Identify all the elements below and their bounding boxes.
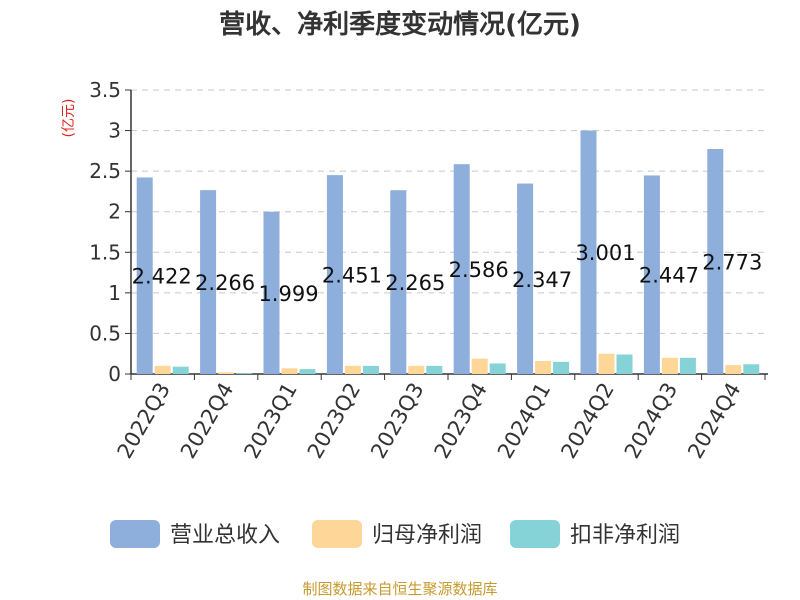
- bar-1: [453, 164, 470, 374]
- bar-1: [326, 175, 343, 374]
- data-label: 3.001: [575, 241, 635, 265]
- bar-3: [426, 365, 443, 374]
- bar-1: [200, 190, 217, 374]
- data-label: 2.347: [512, 268, 572, 292]
- bar-2: [725, 365, 742, 374]
- bar-2: [535, 361, 552, 374]
- bar-2: [471, 358, 488, 374]
- y-tick-label: 1.5: [89, 240, 121, 264]
- data-label: 2.773: [702, 250, 762, 274]
- bar-3: [172, 366, 189, 374]
- chart-title: 营收、净利季度变动情况(亿元): [219, 10, 581, 40]
- bar-1: [390, 190, 407, 374]
- y-tick-label: 1: [108, 281, 121, 305]
- bar-2: [218, 372, 235, 374]
- legend-label: 归母净利润: [372, 523, 482, 548]
- x-tick-label: 2024Q2: [556, 379, 618, 463]
- bar-1: [643, 175, 660, 374]
- data-label: 2.451: [322, 264, 382, 288]
- bar-1: [263, 211, 280, 374]
- legend-label: 营业总收入: [170, 523, 280, 548]
- bar-2: [344, 365, 361, 374]
- bar-1: [580, 130, 597, 374]
- data-label: 2.266: [195, 271, 255, 295]
- bar-2: [281, 368, 298, 374]
- bar-3: [616, 354, 633, 374]
- bar-2: [661, 357, 678, 374]
- x-tick-label: 2023Q3: [366, 379, 428, 463]
- y-tick-label: 2: [108, 200, 121, 224]
- x-tick-label: 2022Q3: [113, 379, 175, 463]
- data-label: 2.447: [639, 264, 699, 288]
- y-axis-label: (亿元): [61, 99, 77, 138]
- bar-3: [362, 365, 379, 374]
- bar-3: [553, 361, 570, 374]
- x-tick-label: 2023Q2: [303, 379, 365, 463]
- y-tick-label: 0.5: [89, 321, 121, 345]
- bar-2: [408, 365, 425, 374]
- x-tick-label: 2023Q4: [430, 379, 492, 463]
- x-tick-label: 2022Q4: [176, 379, 238, 463]
- bar-1: [517, 183, 534, 374]
- x-tick-label: 2024Q1: [493, 379, 555, 463]
- legend-swatch: [110, 520, 160, 548]
- legend-swatch: [510, 520, 560, 548]
- bar-2: [154, 365, 171, 374]
- bar-3: [299, 369, 316, 374]
- data-label: 1.999: [258, 282, 318, 306]
- bar-3: [489, 363, 506, 374]
- x-tick-label: 2024Q3: [620, 379, 682, 463]
- legend-label: 扣非净利润: [570, 523, 680, 548]
- data-label: 2.586: [449, 258, 509, 282]
- y-tick-label: 3: [108, 119, 121, 143]
- bar-1: [136, 177, 153, 374]
- data-label: 2.265: [385, 271, 445, 295]
- x-tick-label: 2024Q4: [683, 379, 745, 463]
- y-tick-label: 0: [108, 362, 121, 386]
- y-tick-label: 2.5: [89, 159, 121, 183]
- bar-2: [598, 353, 615, 374]
- data-source-note: 制图数据来自恒生聚源数据库: [302, 580, 498, 598]
- bar-3: [679, 357, 696, 374]
- x-tick-label: 2023Q1: [239, 379, 301, 463]
- bar-3: [743, 364, 760, 374]
- legend-swatch: [312, 520, 362, 548]
- y-tick-label: 3.5: [89, 78, 121, 102]
- bar-3: [236, 373, 253, 374]
- bar-1: [707, 148, 724, 374]
- data-label: 2.422: [132, 265, 192, 289]
